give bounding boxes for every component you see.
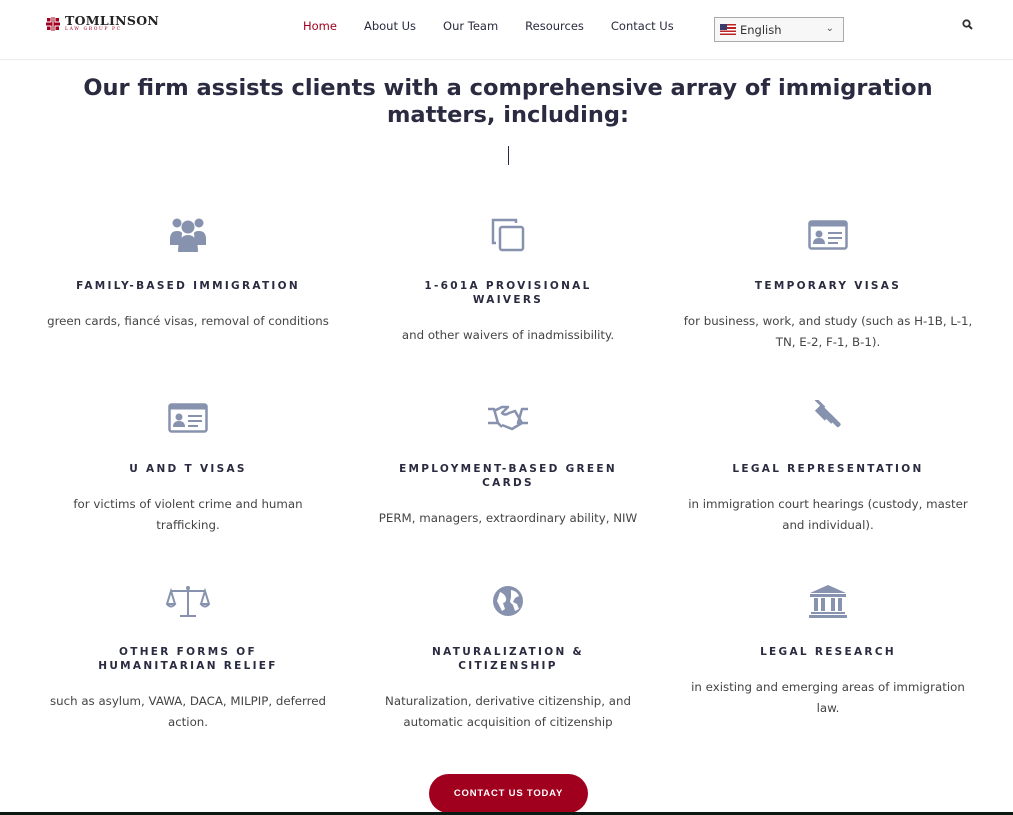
service-text: for victims of violent crime and human t… [73,497,303,532]
id-card-icon [808,220,848,250]
handshake-icon [488,405,528,431]
bank-icon [809,585,847,618]
globe-icon [493,586,523,616]
service-employment-green-cards: EMPLOYMENT-BASED GREEN CARDS PERM, manag… [348,396,668,579]
nav-home[interactable]: Home [303,19,337,33]
scales-icon [166,586,210,617]
page-title: Our firm assists clients with a comprehe… [83,75,933,128]
service-title: U AND T VISAS [129,463,247,475]
logo-name: TOMLINSON [65,13,160,28]
contact-us-today-button[interactable]: CONTACT US TODAY [429,774,588,813]
service-title: 1-601A PROVISIONAL WAIVERS [424,280,592,306]
gavel-icon [814,400,841,428]
nav-our-team[interactable]: Our Team [443,19,499,33]
service-title: NATURALIZATION & CITIZENSHIP [432,646,584,672]
service-naturalization: NATURALIZATION & CITIZENSHIP Naturalizat… [348,579,668,762]
users-icon [170,218,206,252]
logo[interactable]: TOMLINSON LAW GROUP PC [46,13,160,32]
service-title: EMPLOYMENT-BASED GREEN CARDS [399,463,617,489]
service-u-t-visas: U AND T VISAS for victims of violent cri… [28,396,348,579]
service-title: OTHER FORMS OF HUMANITARIAN RELIEF [98,646,278,672]
language-label: English [740,22,782,37]
search-icon[interactable] [962,19,973,30]
service-title: TEMPORARY VISAS [754,280,902,292]
service-text: such as asylum, VAWA, DACA, MILPIP, defe… [49,694,326,729]
service-text: for business, work, and study (such as H… [683,314,973,349]
copy-icon [491,218,525,252]
service-provisional-waivers: 1-601A PROVISIONAL WAIVERS and other wai… [348,213,668,396]
nav-about-us[interactable]: About Us [363,19,417,33]
service-legal-representation: LEGAL REPRESENTATION in immigration cour… [668,396,988,579]
service-legal-research: LEGAL RESEARCH in existing and emerging … [668,579,988,762]
footer-edge [0,812,1013,815]
main-nav: Home About Us Our Team Resources Contact… [303,19,674,33]
service-family-based: FAMILY-BASED IMMIGRATION green cards, fi… [28,213,348,396]
service-title: LEGAL REPRESENTATION [732,463,924,475]
id-card-icon [168,403,208,433]
service-title: LEGAL RESEARCH [760,646,896,658]
service-text: Naturalization, derivative citizenship, … [385,694,631,729]
service-text: PERM, managers, extraordinary ability, N… [378,511,638,525]
us-flag-icon [720,24,736,35]
logo-subtitle: LAW GROUP PC [65,27,122,32]
services-grid: FAMILY-BASED IMMIGRATION green cards, fi… [28,213,988,762]
service-text: and other waivers of inadmissibility. [401,328,615,342]
service-text: in immigration court hearings (custody, … [688,497,968,532]
service-title: FAMILY-BASED IMMIGRATION [76,280,300,292]
service-text: green cards, fiancé visas, removal of co… [47,314,329,328]
language-select[interactable]: English ⌄ [714,17,844,42]
nav-contact-us[interactable]: Contact Us [610,19,674,33]
service-text: in existing and emerging areas of immigr… [691,680,965,715]
nav-resources[interactable]: Resources [525,19,584,33]
service-humanitarian-relief: OTHER FORMS OF HUMANITARIAN RELIEF such … [28,579,348,762]
title-divider [508,146,509,165]
chevron-down-icon: ⌄ [825,23,834,34]
site-header: TOMLINSON LAW GROUP PC Home About Us Our… [0,0,1013,60]
logo-cross-icon [46,16,60,31]
service-temporary-visas: TEMPORARY VISAS for business, work, and … [668,213,988,396]
